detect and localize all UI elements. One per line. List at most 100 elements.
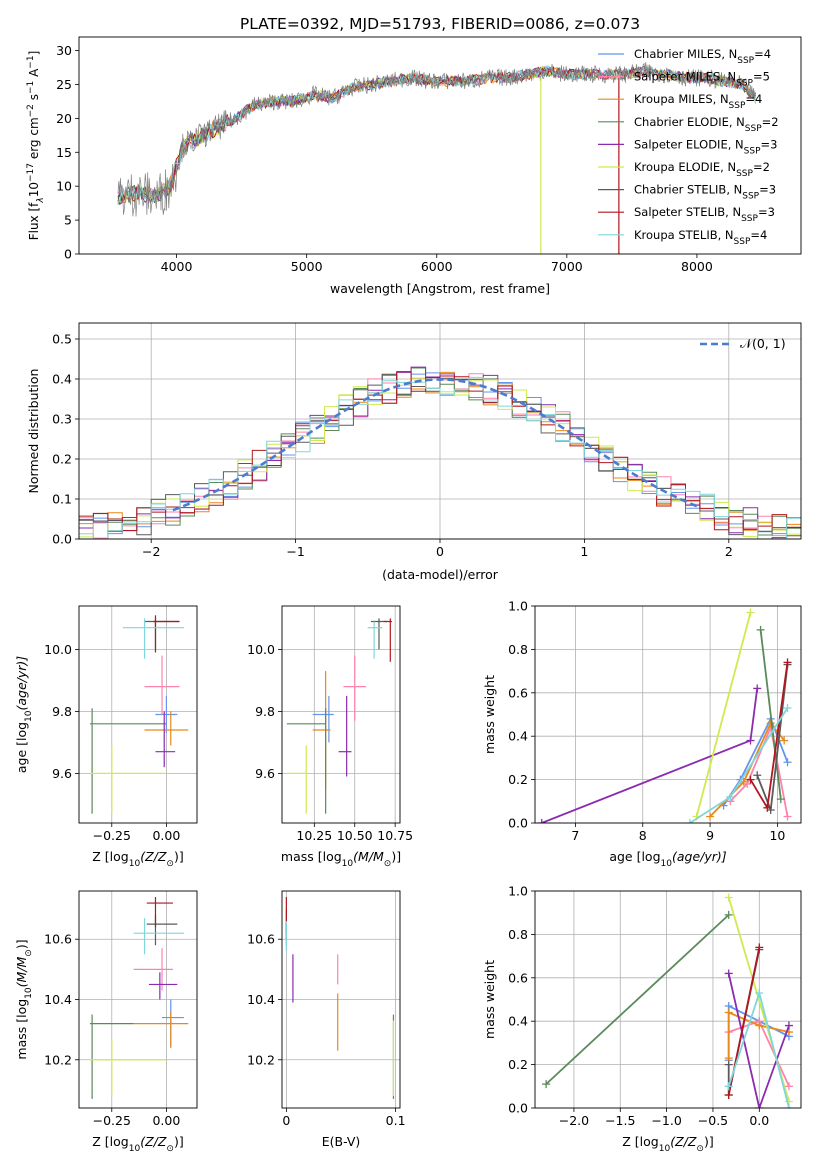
weight-marker — [724, 1090, 733, 1099]
histogram-step — [79, 376, 801, 539]
weight-marker — [783, 758, 792, 767]
x-tick-label: −0.5 — [698, 1113, 728, 1128]
legend-label: Salpeter ELODIE, NSSP=3 — [634, 137, 777, 156]
legend-label: Chabrier STELIB, NSSP=3 — [634, 183, 776, 202]
y-tick-label: 0.1 — [52, 492, 72, 507]
age-vs-metallicity-panel: −0.25 0.00 9.6 9.8 10.0 Z [log10(Z/Z⊙)] age [l… — [14, 605, 198, 869]
y-tick-label: 10.6 — [247, 932, 275, 947]
y-tick-label: 30 — [56, 43, 72, 58]
weight-marker — [780, 736, 789, 745]
y-tick-label: 10.2 — [247, 1052, 275, 1067]
axes-frame — [78, 36, 802, 255]
x-tick-label: −2.0 — [559, 1113, 589, 1128]
weight-marker — [706, 812, 715, 821]
x-tick-label: 10 — [769, 828, 785, 843]
y-axis-label: Flux [fλ10−17 erg cm−2 s−1 A−1] — [26, 51, 46, 241]
y-tick-label: 10 — [56, 179, 72, 194]
weight-marker — [726, 792, 735, 801]
weight-marker — [784, 1021, 793, 1030]
weight-marker — [724, 1008, 733, 1017]
weight-marker — [776, 795, 785, 804]
y-tick-label: 0.2 — [508, 1057, 528, 1072]
legend-label: Kroupa MILES, NSSP=4 — [634, 92, 762, 111]
x-tick-label: −1 — [286, 544, 304, 559]
legend-label: Salpeter STELIB, NSSP=3 — [634, 205, 775, 224]
plot-area — [285, 897, 395, 1099]
x-tick-label: −0.25 — [93, 1113, 131, 1128]
weight-marker — [755, 1104, 764, 1108]
weight-marker — [724, 910, 733, 919]
y-tick-label: 0.8 — [508, 927, 528, 942]
x-axis-label: (data-model)/error — [382, 567, 499, 582]
legend-label: Kroupa ELODIE, NSSP=2 — [634, 160, 770, 179]
y-tick-label: 0.2 — [508, 772, 528, 787]
y-tick-label: 10.6 — [44, 932, 72, 947]
y-tick-label: 9.8 — [52, 704, 72, 719]
weight-marker — [542, 1080, 551, 1089]
y-axis-label-group: age [log10(age/yr)] — [14, 656, 34, 773]
weight-marker — [724, 893, 733, 902]
y-tick-label: 0 — [64, 247, 72, 262]
x-tick-label: 5000 — [291, 259, 323, 274]
x-tick-label: 10.50 — [337, 828, 373, 843]
y-tick-label: 5 — [64, 213, 72, 228]
x-tick-label: 10.75 — [377, 828, 413, 843]
histogram-step — [79, 371, 801, 531]
weight-marker — [753, 684, 762, 693]
axes-frame — [78, 605, 198, 824]
gaussian-curve — [172, 378, 701, 512]
y-tick-label: 9.8 — [255, 704, 275, 719]
spectrum-panel: 4000 5000 6000 7000 8000 0 5 10 15 20 25 30 waveleng… — [26, 36, 802, 296]
x-axis-label: mass [log10(M/M⊙)] — [281, 849, 401, 869]
x-tick-label: 2 — [725, 544, 733, 559]
x-axis-label: Z [log10(Z/Z⊙)] — [92, 1134, 183, 1154]
weight-marker — [763, 803, 772, 812]
data-spectrum-line — [117, 62, 756, 217]
y-tick-label: 0.0 — [52, 532, 72, 547]
weight-marker — [784, 1082, 793, 1091]
x-axis-label: E(B-V) — [322, 1134, 361, 1149]
x-tick-label: 0 — [436, 544, 444, 559]
figure-title: PLATE=0392, MJD=51793, FIBERID=0086, z=0… — [240, 15, 640, 33]
y-axis-label-group: Flux [fλ10−17 erg cm−2 s−1 A−1] — [26, 51, 46, 241]
weight-line — [727, 973, 790, 1108]
y-tick-label: 0.2 — [52, 452, 72, 467]
x-tick-label: 0.0 — [749, 1113, 769, 1128]
x-tick-label: 8 — [639, 828, 647, 843]
weight-vs-age-panel: 7 8 9 10 0.0 0.2 0.4 0.6 0.8 1.0 age [log10(age/yr… — [482, 599, 802, 869]
mass-vs-metallicity-panel: −0.25 0.00 10.2 10.4 10.6 Z [log10(Z/Z⊙)] mass… — [14, 890, 198, 1154]
y-tick-label: 0.6 — [508, 685, 528, 700]
x-axis-label: age [log10(age/yr)] — [609, 849, 726, 869]
y-tick-label: 1.0 — [508, 884, 528, 899]
x-tick-label: 0.1 — [386, 1113, 406, 1128]
legend-label: Chabrier ELODIE, NSSP=2 — [634, 115, 779, 134]
weight-line — [695, 612, 752, 817]
y-tick-label: 10.0 — [247, 642, 275, 657]
plot-area — [537, 608, 792, 823]
plot-area — [286, 618, 392, 814]
weight-marker — [783, 703, 792, 712]
x-tick-label: 6000 — [421, 259, 453, 274]
weight-marker — [724, 969, 733, 978]
x-tick-label: 1 — [580, 544, 588, 559]
weight-marker — [753, 771, 762, 780]
x-tick-label: 10.25 — [296, 828, 332, 843]
weight-marker — [756, 625, 765, 634]
y-axis-label: mass weight — [482, 675, 497, 754]
weight-line — [759, 629, 782, 800]
weight-marker — [755, 1021, 764, 1030]
x-tick-label: 0.00 — [152, 1113, 180, 1128]
y-tick-label: 9.6 — [255, 766, 275, 781]
plot-area — [79, 366, 801, 539]
y-tick-label: 0.4 — [52, 372, 72, 387]
y-tick-label: 0.3 — [52, 412, 72, 427]
y-tick-label: 0.4 — [508, 1014, 528, 1029]
weight-marker — [783, 658, 792, 667]
plot-area — [89, 897, 189, 1099]
y-tick-label: 10.0 — [44, 642, 72, 657]
y-tick-label: 25 — [56, 77, 72, 92]
y-tick-label: 0.0 — [508, 816, 528, 831]
x-tick-label: 9 — [706, 828, 714, 843]
y-tick-label: 1.0 — [508, 599, 528, 614]
y-tick-label: 10.2 — [44, 1052, 72, 1067]
